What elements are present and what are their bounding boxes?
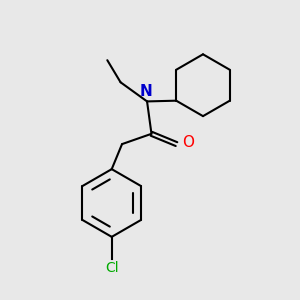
Text: N: N bbox=[139, 84, 152, 99]
Text: O: O bbox=[182, 135, 194, 150]
Text: Cl: Cl bbox=[105, 261, 119, 275]
